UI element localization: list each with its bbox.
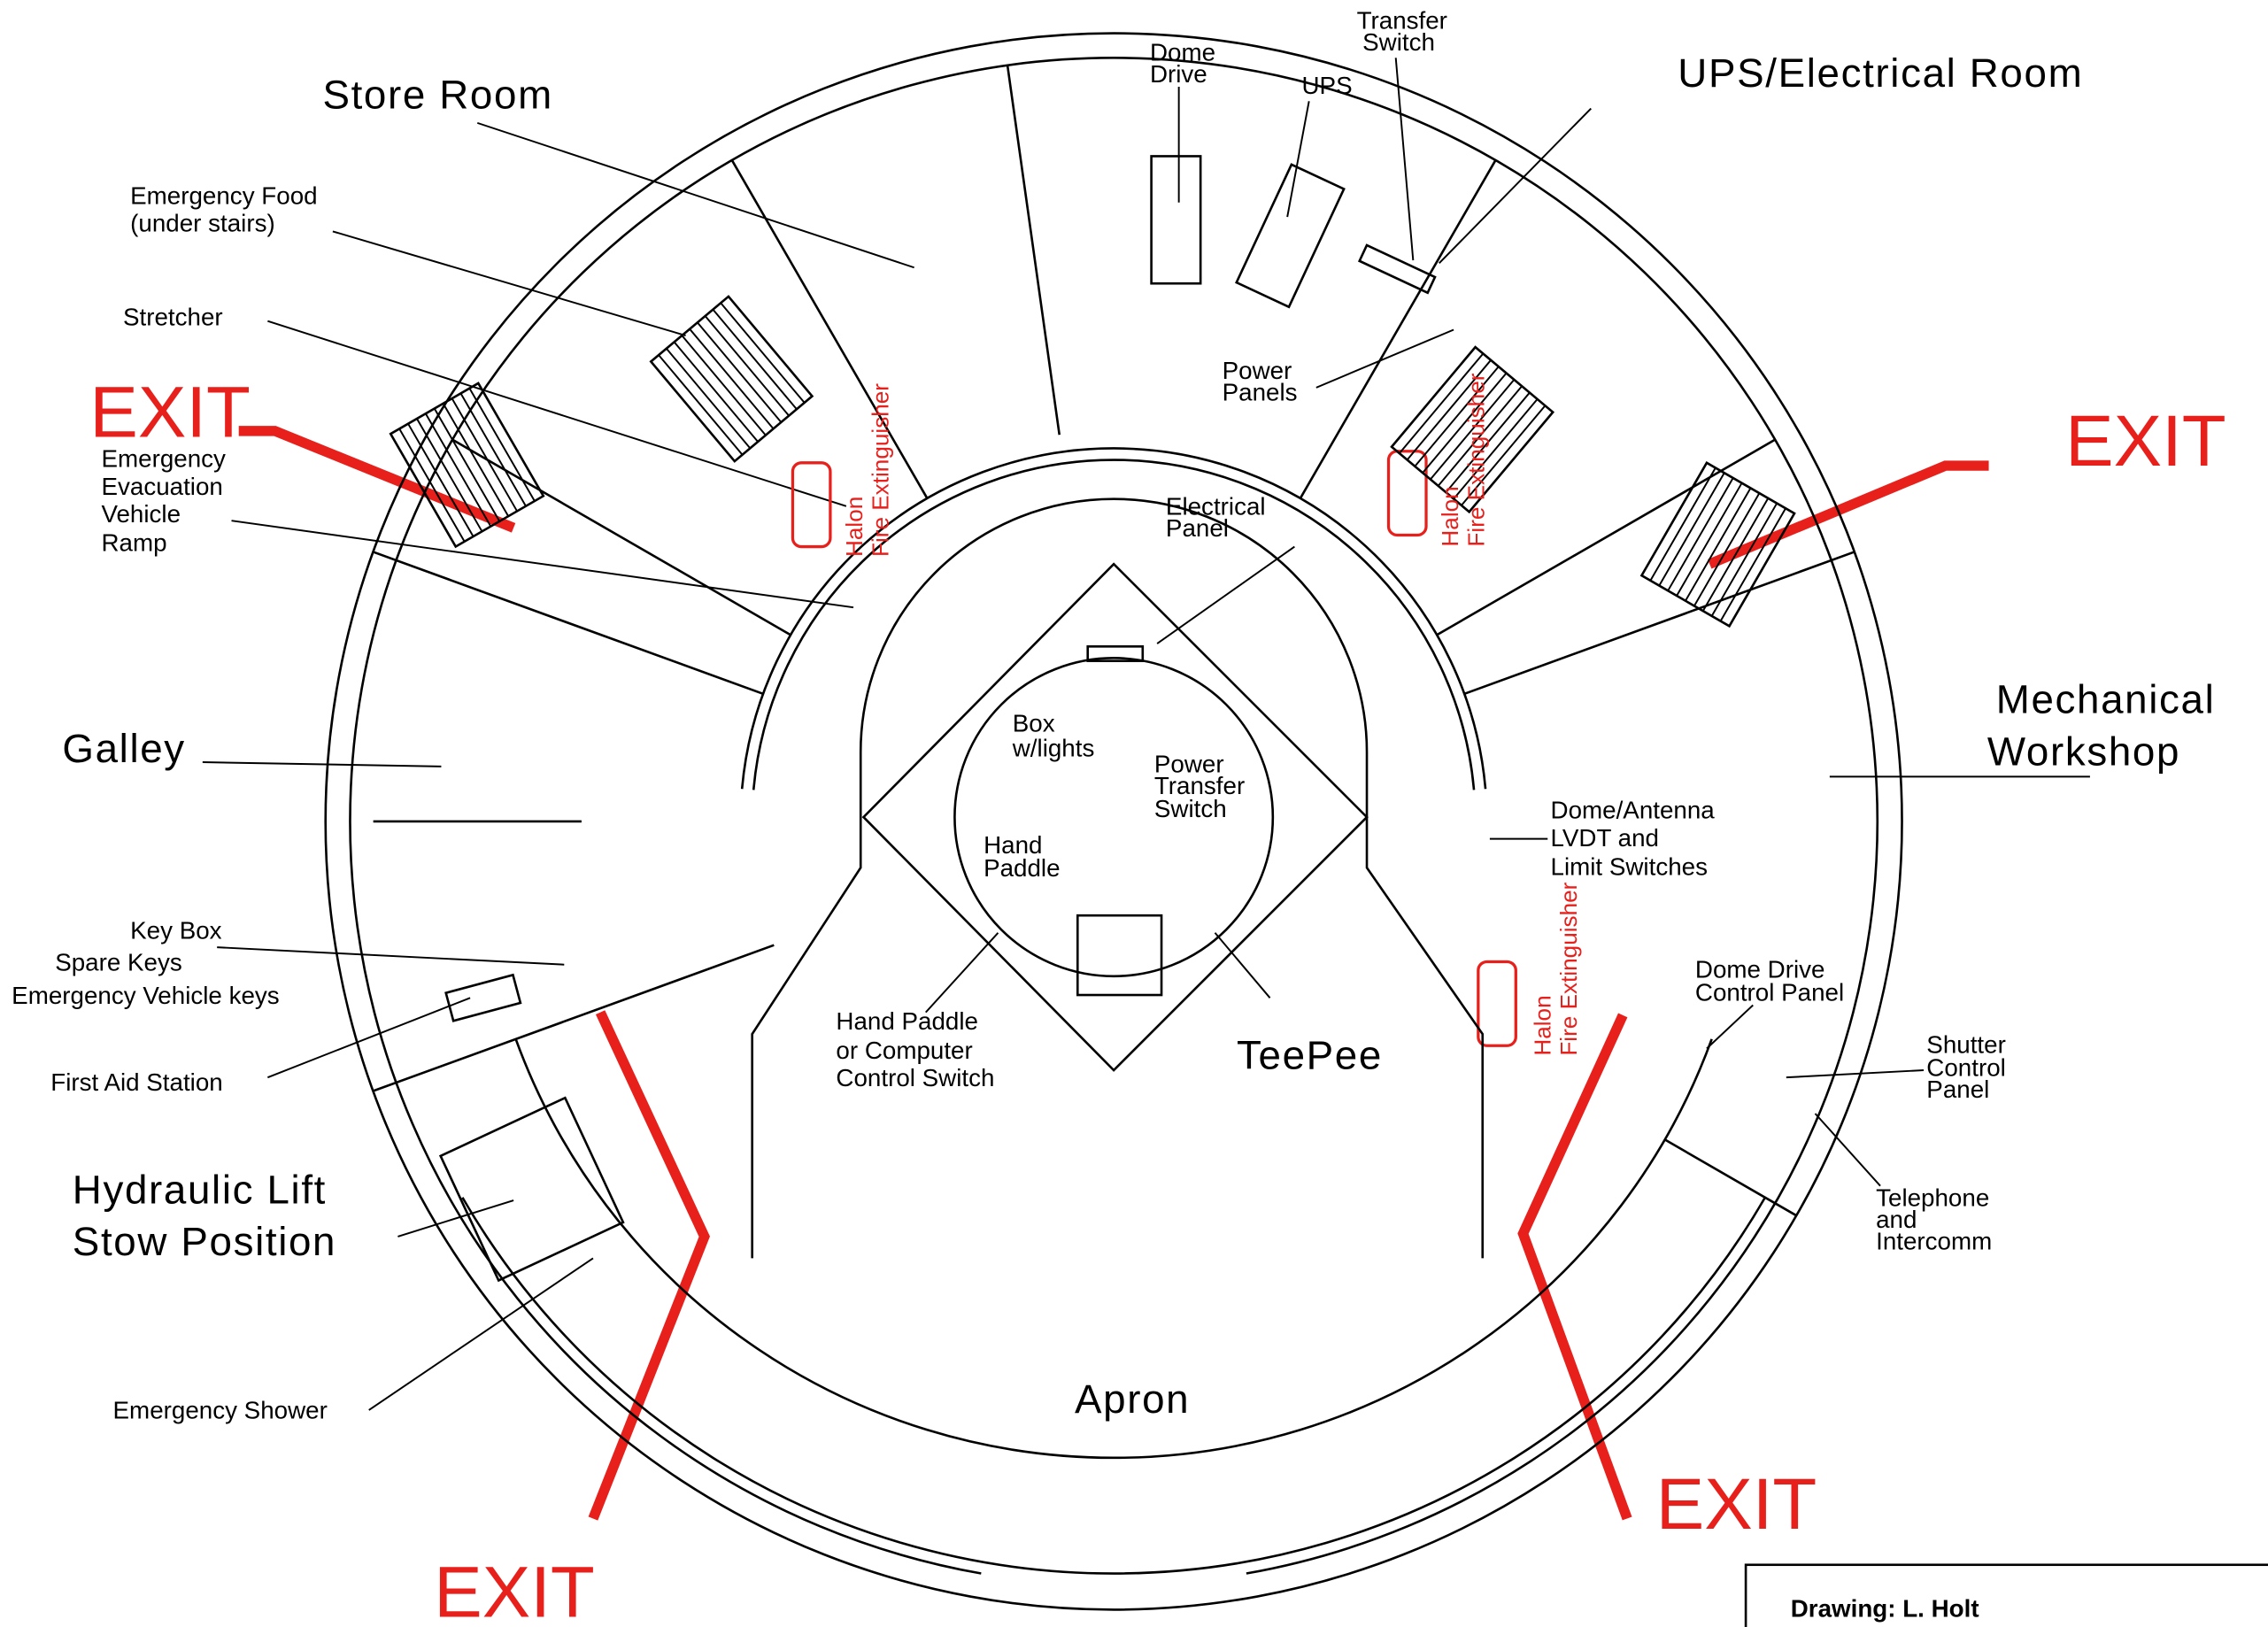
stair <box>667 349 751 449</box>
label: UPS <box>1302 72 1353 99</box>
room-label: UPS/Electrical Room <box>1678 50 2083 96</box>
wall <box>373 551 763 693</box>
room-label: Workshop <box>1987 729 2180 774</box>
leader-line <box>267 998 470 1077</box>
label: or Computer <box>836 1037 972 1064</box>
label: LVDT and <box>1551 824 1659 852</box>
wall <box>1665 1139 1797 1215</box>
label: Panel <box>1926 1076 1989 1103</box>
leader-line <box>333 231 686 335</box>
leader-line <box>1287 101 1309 217</box>
leader-line <box>232 520 854 607</box>
room-label: Galley <box>62 726 185 771</box>
extinguisher <box>792 463 829 547</box>
label: Switch <box>1154 795 1227 822</box>
first-aid <box>446 975 521 1021</box>
extinguisher-label: Halon <box>1530 995 1556 1055</box>
label: Emergency Shower <box>113 1397 328 1424</box>
extinguisher-label: Halon <box>1437 486 1463 546</box>
wall <box>1464 551 1855 693</box>
credit: Drawing: L. Holt <box>1791 1595 1979 1623</box>
extinguisher-label: Fire Extinguisher <box>1462 373 1489 546</box>
console <box>1077 915 1161 995</box>
extinguisher-label: Fire Extinguisher <box>867 383 893 557</box>
teepee-area <box>752 499 1483 1259</box>
label: Key Box <box>130 916 222 944</box>
extinguisher-label: Fire Extinguisher <box>1555 882 1582 1055</box>
leader-line <box>477 123 914 267</box>
leader-line <box>203 762 442 767</box>
label: w/lights <box>1012 734 1095 761</box>
label: Switch <box>1362 28 1435 56</box>
exit-label: EXIT <box>89 372 251 452</box>
extinguisher <box>1478 961 1516 1045</box>
exit-label: EXIT <box>434 1553 595 1627</box>
wall <box>452 440 791 636</box>
label: Control Switch <box>836 1064 994 1091</box>
label: Limit Switches <box>1551 852 1708 880</box>
leader-line <box>926 933 999 1013</box>
stair <box>721 303 805 403</box>
floor-plan: Store Room UPS/Electrical Room Galley Me… <box>0 0 2268 1627</box>
leader-line <box>369 1258 593 1410</box>
stair <box>659 355 743 455</box>
stair <box>698 322 782 422</box>
label: Box <box>1013 710 1055 737</box>
exit-label: EXIT <box>1656 1464 1817 1545</box>
stair <box>706 316 790 416</box>
label: (under stairs) <box>130 209 275 236</box>
label: Paddle <box>984 854 1060 882</box>
label: Stretcher <box>123 304 223 331</box>
stair <box>682 335 766 436</box>
room-label: TeePee <box>1237 1032 1383 1077</box>
label: Evacuation <box>101 473 222 500</box>
room-label: Store Room <box>322 73 552 118</box>
wall <box>373 945 774 1091</box>
label: Ramp <box>101 528 166 556</box>
extinguisher <box>1389 451 1426 536</box>
stair <box>713 310 797 410</box>
room-label: Stow Position <box>73 1219 336 1264</box>
stair <box>690 329 774 429</box>
leader-line <box>1316 330 1454 388</box>
label: Drive <box>1150 60 1207 88</box>
exit-route <box>1709 466 1988 564</box>
label: Hand Paddle <box>836 1007 978 1035</box>
page: Store Room UPS/Electrical Room Galley Me… <box>0 0 2268 1627</box>
room-label: Hydraulic Lift <box>73 1167 327 1212</box>
label: Panel <box>1166 514 1229 542</box>
leader-line <box>1816 1114 1881 1186</box>
label: Spare Keys <box>55 948 182 975</box>
label: Intercomm <box>1876 1228 1992 1255</box>
leader-line <box>1439 109 1592 264</box>
label: First Aid Station <box>50 1068 222 1096</box>
stair <box>651 361 735 461</box>
room-label: Apron <box>1075 1376 1190 1422</box>
label: Vehicle <box>101 500 181 528</box>
ups <box>1237 165 1344 307</box>
wall <box>1007 66 1060 435</box>
room-label: Mechanical <box>1996 676 2216 721</box>
leader-line <box>1786 1070 1924 1077</box>
leader-line <box>1707 1005 1753 1048</box>
extinguisher-label: Halon <box>841 497 868 557</box>
label: Control Panel <box>1695 979 1844 1006</box>
label: Dome/Antenna <box>1551 797 1716 824</box>
leader-line <box>217 947 564 965</box>
dome-drive <box>1152 156 1201 283</box>
stair <box>675 342 759 442</box>
label: Emergency Food <box>130 181 317 209</box>
leader-line <box>397 1200 513 1237</box>
exit-label: EXIT <box>2065 401 2226 482</box>
label: Emergency Vehicle keys <box>12 982 279 1009</box>
label: Panels <box>1223 379 1298 406</box>
wall <box>732 160 928 498</box>
